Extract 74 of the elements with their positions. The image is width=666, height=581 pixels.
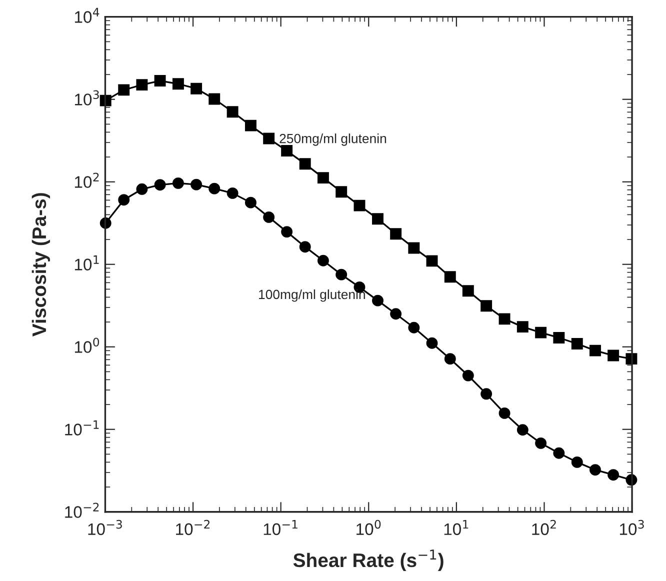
- x-axis-title: Shear Rate (s$^{−1}$): [293, 550, 444, 572]
- point: [100, 94, 112, 106]
- point: [426, 255, 438, 267]
- point: [462, 285, 474, 297]
- point: [118, 194, 130, 206]
- point: [372, 294, 384, 306]
- point: [208, 182, 220, 194]
- point: [408, 322, 420, 334]
- y-tick-label: 10$^{3}$: [74, 90, 99, 106]
- point: [571, 456, 583, 468]
- point: [372, 213, 384, 225]
- point: [136, 183, 148, 195]
- point: [608, 350, 620, 362]
- y-axis-title: Viscosity (Pa-s): [32, 193, 50, 336]
- point: [390, 228, 402, 240]
- point: [263, 211, 275, 223]
- point: [118, 84, 130, 96]
- point: [553, 447, 565, 459]
- series-label: 250mg/ml glutenin: [280, 134, 386, 146]
- y-tick-label: 10$^{4}$: [74, 8, 100, 23]
- y-tick-label: 10$^{0}$: [74, 338, 100, 353]
- y-tick-label: 10$^{1}$: [74, 255, 99, 270]
- x-tick-label: 10$^{−1}$: [264, 520, 298, 536]
- point: [444, 353, 456, 365]
- point: [498, 313, 510, 325]
- point: [498, 407, 510, 419]
- x-tick-label: 10$^{3}$: [620, 520, 644, 536]
- point: [571, 338, 583, 350]
- point: [136, 79, 148, 91]
- point: [516, 321, 528, 333]
- x-tick-label: 10$^{−2}$: [176, 520, 210, 536]
- point: [462, 370, 474, 382]
- point: [590, 464, 601, 476]
- point: [553, 332, 565, 344]
- x-tick-label: 10$^{−3}$: [88, 520, 122, 536]
- point: [190, 82, 202, 94]
- series-label: 100mg/ml glutenin: [259, 289, 365, 302]
- point: [535, 326, 547, 338]
- point: [480, 300, 492, 312]
- point: [281, 226, 293, 238]
- point: [608, 469, 620, 481]
- point: [299, 158, 311, 170]
- x-tick-label: 10$^{0}$: [356, 520, 381, 536]
- x-tick-label: 10$^{2}$: [532, 520, 556, 536]
- point: [426, 337, 438, 349]
- point: [444, 271, 456, 283]
- point: [226, 187, 238, 199]
- point: [318, 172, 329, 184]
- point: [208, 93, 220, 105]
- point: [244, 196, 256, 208]
- point: [354, 200, 366, 212]
- point: [172, 78, 184, 90]
- x-tick-label: 10$^{1}$: [444, 520, 468, 536]
- point: [535, 437, 547, 449]
- point: [281, 145, 293, 157]
- point: [336, 186, 348, 198]
- point: [190, 178, 202, 190]
- point: [299, 241, 311, 253]
- point: [408, 242, 420, 254]
- point: [590, 344, 601, 356]
- point: [336, 268, 348, 280]
- point: [154, 179, 166, 191]
- point: [244, 120, 256, 132]
- point: [263, 132, 275, 144]
- y-tick-label: 10$^{−1}$: [65, 420, 99, 436]
- point: [390, 308, 402, 320]
- point: [172, 177, 184, 189]
- point: [480, 388, 492, 400]
- point: [516, 424, 528, 436]
- y-tick-label: 10$^{−2}$: [65, 502, 99, 518]
- point: [154, 75, 166, 86]
- point: [226, 106, 238, 118]
- y-tick-label: 10$^{2}$: [74, 172, 99, 188]
- point: [318, 254, 329, 266]
